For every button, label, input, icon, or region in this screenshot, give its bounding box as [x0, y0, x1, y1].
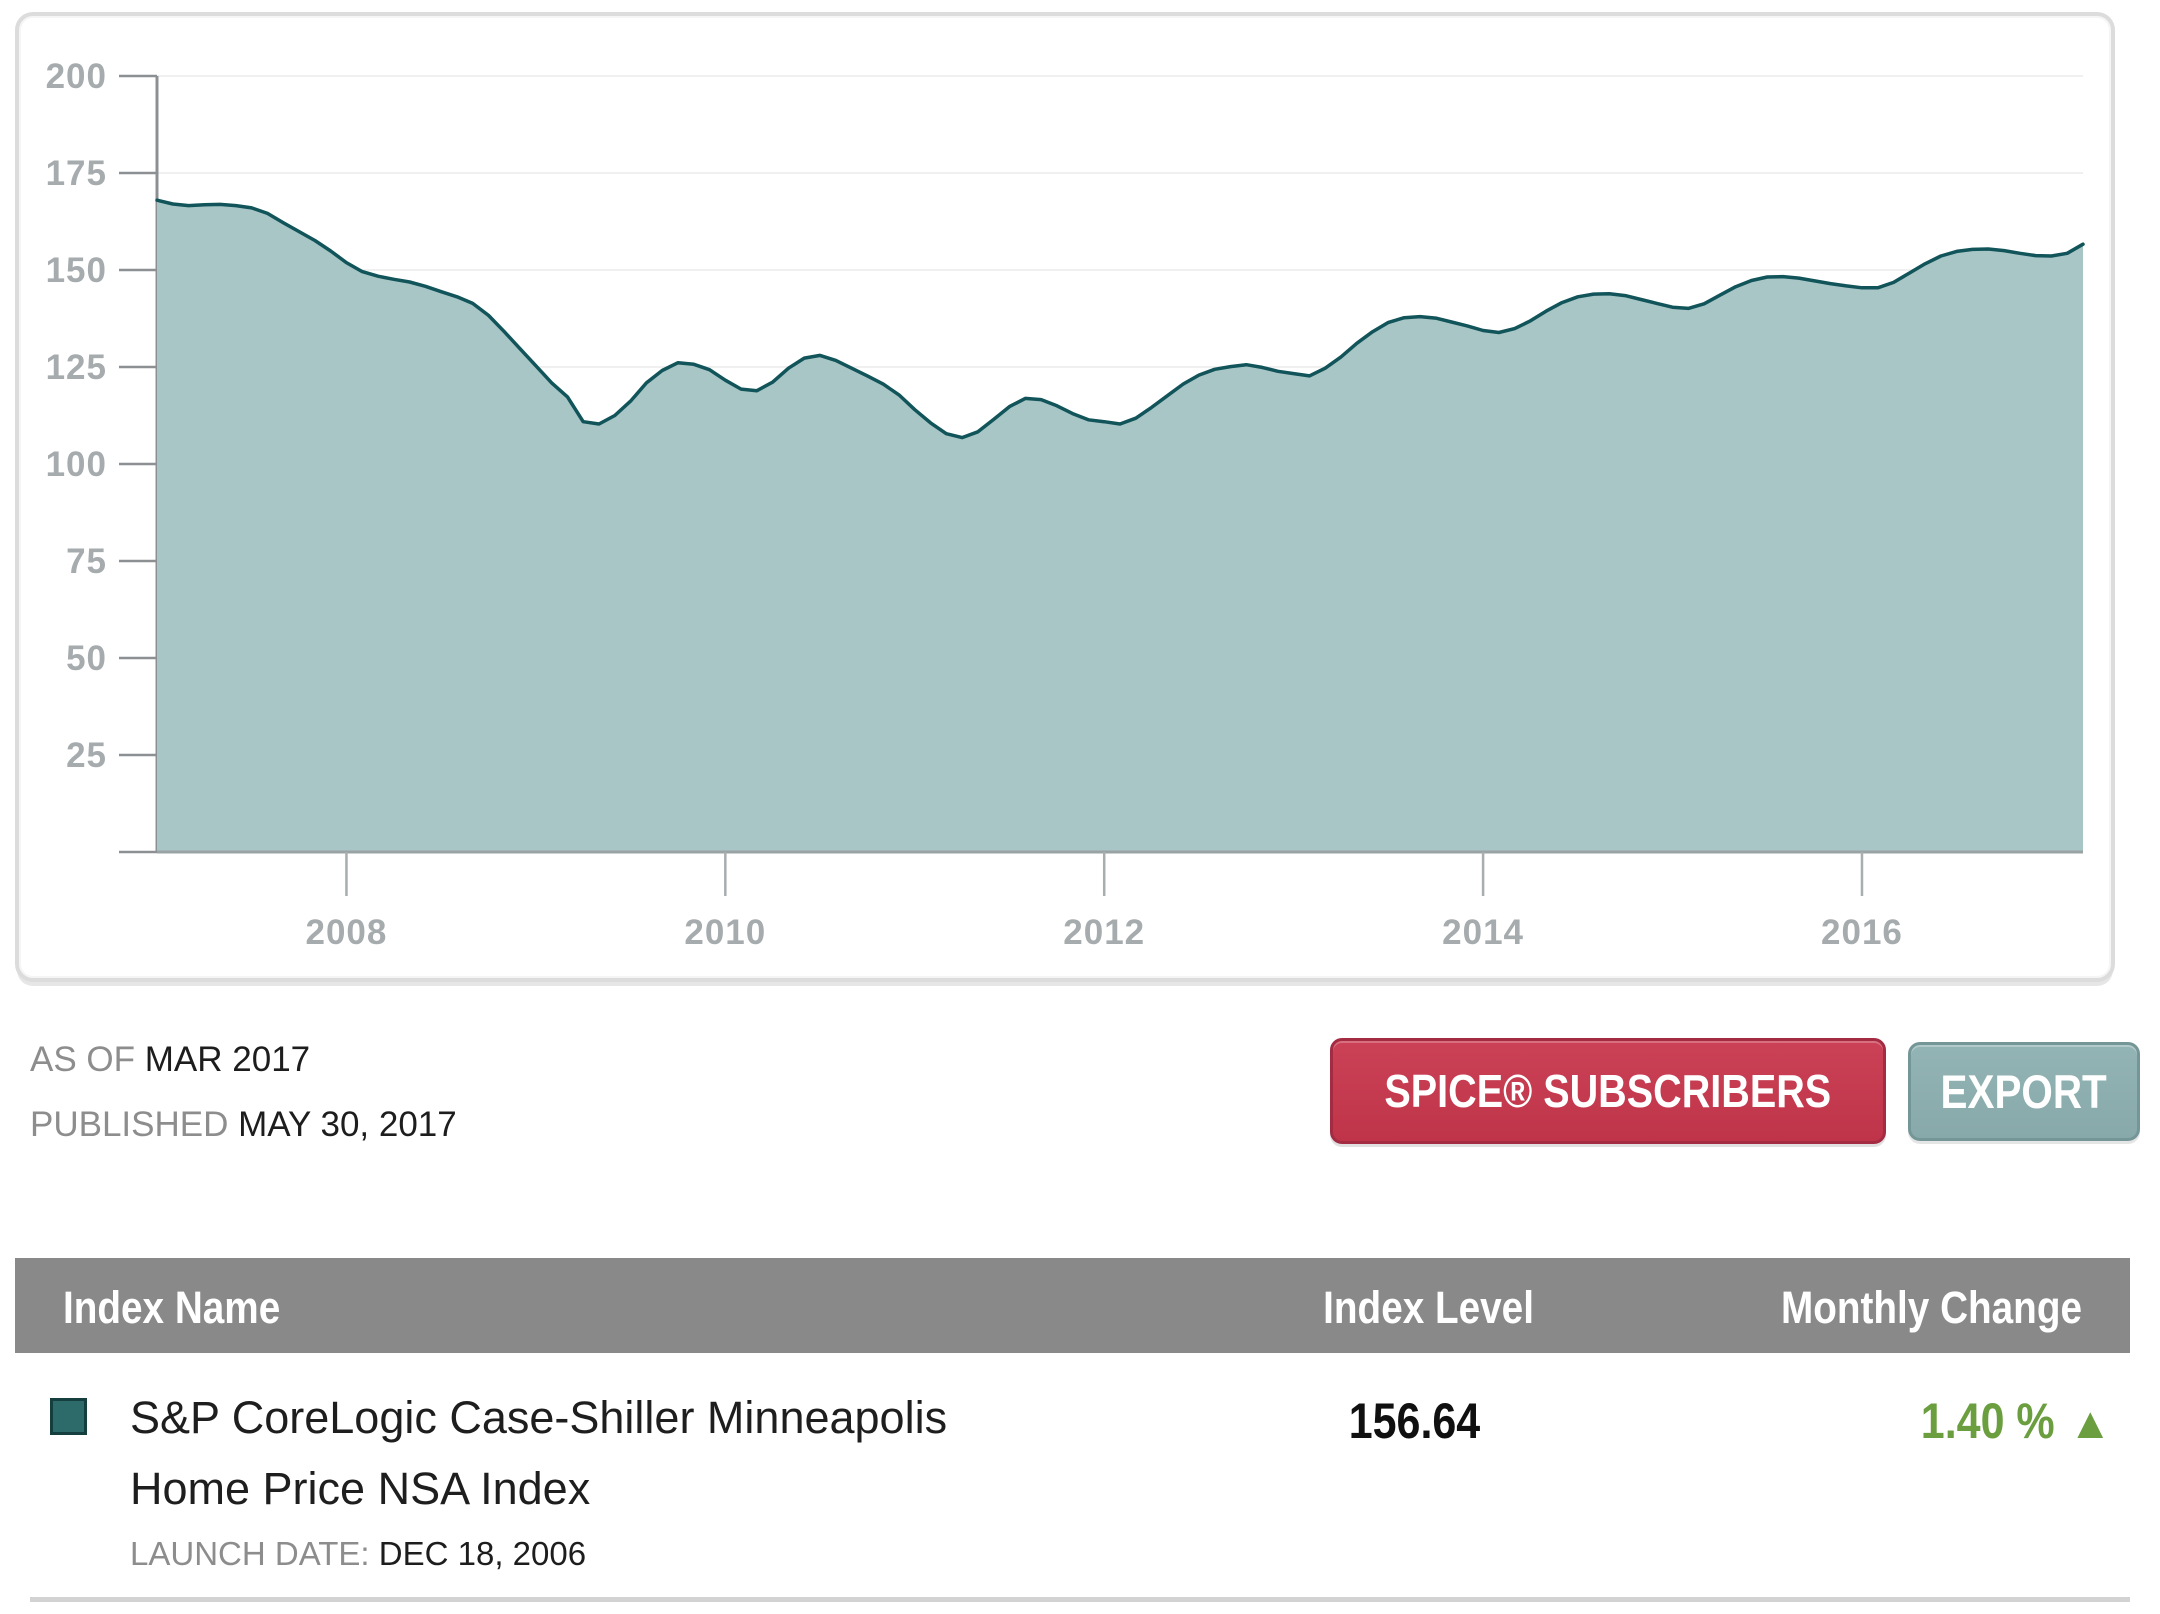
export-button[interactable]: EXPORT: [1908, 1042, 2140, 1141]
as-of-line: AS OF MAR 2017: [30, 1040, 310, 1080]
launch-date-value: DEC 18, 2006: [378, 1535, 587, 1572]
as-of-label: AS OF: [30, 1040, 136, 1079]
x-axis-label: 2016: [1821, 913, 1903, 952]
column-header-monthly-change: Monthly Change: [1781, 1282, 2082, 1333]
published-line: PUBLISHED MAY 30, 2017: [30, 1105, 457, 1145]
y-axis-label: 75: [66, 542, 107, 581]
spice-subscribers-button[interactable]: SPICE® SUBSCRIBERS: [1330, 1038, 1886, 1144]
table-header: Index Name Index Level Monthly Change: [15, 1258, 2130, 1353]
spice-subscribers-button-label: SPICE® SUBSCRIBERS: [1384, 1065, 1832, 1117]
column-header-index-level: Index Level: [1323, 1282, 1535, 1333]
index-name: S&P CoreLogic Case-Shiller Minneapolis H…: [130, 1392, 948, 1514]
x-axis-label: 2008: [306, 913, 388, 952]
x-axis-label: 2012: [1063, 913, 1145, 952]
price-line: [155, 198, 2085, 440]
y-axis-label: 150: [46, 251, 107, 290]
published-label: PUBLISHED: [30, 1105, 229, 1144]
up-arrow-icon: ▲: [2068, 1399, 2112, 1448]
y-axis-label: 50: [66, 639, 107, 678]
x-axis-label: 2010: [684, 913, 766, 952]
y-axis-label: 100: [46, 445, 107, 484]
y-axis-label: 25: [66, 736, 107, 775]
launch-date-line: LAUNCH DATE: DEC 18, 2006: [130, 1535, 586, 1573]
area-fill: [157, 200, 2083, 852]
monthly-change-value: 1.40 % ▲: [1920, 1393, 2112, 1449]
home-price-area-chart: 25 50 75 100 125 150 175 200 2008 2010 2012 2014 201…: [19, 16, 2111, 978]
chart-svg: 25 50 75 100 125 150 175 200 2008 2010 2012 2014 201…: [46, 57, 2085, 952]
y-axis-label: 125: [46, 348, 107, 387]
y-axis-label: 200: [46, 57, 107, 96]
published-value: MAY 30, 2017: [238, 1105, 457, 1144]
as-of-value: MAR 2017: [144, 1040, 311, 1079]
y-axis-label: 175: [46, 154, 107, 193]
index-level-value: 156.64: [1348, 1393, 1480, 1449]
chart-panel: 25 50 75 100 125 150 175 200 2008 2010 2012 2014 201…: [15, 12, 2115, 982]
export-button-label: EXPORT: [1940, 1065, 2108, 1118]
launch-date-label: LAUNCH DATE:: [130, 1535, 370, 1572]
series-color-swatch: [50, 1398, 87, 1435]
bottom-divider: [30, 1597, 2130, 1602]
column-header-index-name: Index Name: [63, 1282, 281, 1333]
x-axis-label: 2014: [1442, 913, 1524, 952]
